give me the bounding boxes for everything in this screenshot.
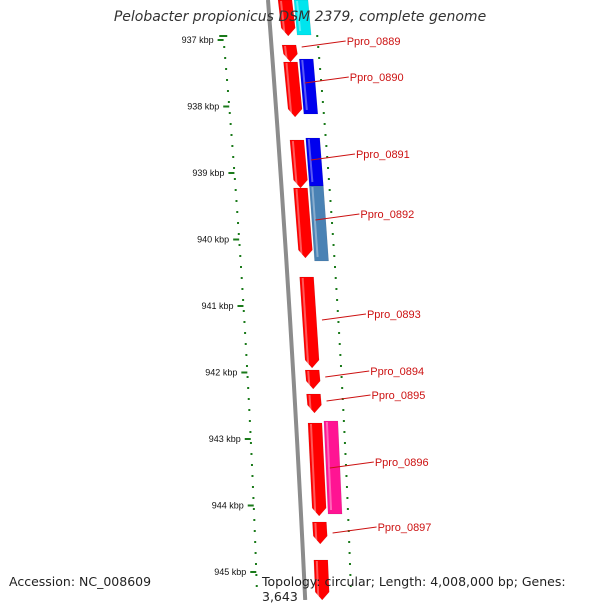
gene-label-leader	[326, 394, 371, 402]
gene-label-leader	[325, 370, 370, 378]
gene-label: Ppro_0892	[360, 209, 414, 221]
gene-feature	[283, 61, 303, 118]
ruler-label: 941 kbp	[201, 301, 233, 311]
gene-label-leader	[321, 313, 367, 321]
accession-text: Accession: NC_008609	[9, 574, 152, 589]
gene-label: Ppro_0889	[347, 36, 401, 48]
ruler-label: 945 kbp	[214, 567, 246, 577]
gene-feature-highlight	[325, 421, 333, 511]
gene-feature	[313, 559, 330, 600]
gene-feature	[307, 422, 327, 517]
gene-label-leader	[301, 40, 346, 48]
ruler-label: 937 kbp	[182, 35, 214, 45]
gene-feature	[293, 187, 313, 259]
ruler-label: 943 kbp	[209, 434, 241, 444]
gene-label-leader	[329, 461, 374, 469]
gene-feature-highlight	[284, 45, 288, 59]
gene-feature-highlight	[315, 560, 320, 597]
gene-features	[277, 0, 343, 600]
gene-label-leader	[304, 76, 349, 84]
kbp-ruler: 937 kbp 938 kbp 939 kbp 940 kbp 941 kbp 942 k…	[182, 35, 257, 577]
gene-feature	[281, 44, 298, 63]
gene-label: Ppro_0893	[367, 309, 421, 321]
gene-feature-highlight	[301, 59, 308, 111]
gene-label: Ppro_0897	[378, 522, 432, 534]
ruler-label: 944 kbp	[212, 501, 244, 511]
gene-label: Ppro_0890	[350, 72, 404, 84]
genome-backbone	[266, 0, 308, 600]
gene-feature-highlight	[295, 188, 303, 255]
map-title: Pelobacter propionicus DSM 2379, complet…	[113, 9, 487, 25]
outer-tick-track	[219, 35, 258, 587]
gene-feature-highlight	[307, 370, 311, 386]
ruler-label: 939 kbp	[192, 168, 224, 178]
gene-feature-highlight	[291, 140, 298, 185]
gene-feature	[299, 276, 320, 369]
gene-feature	[293, 0, 312, 36]
gene-feature-highlight	[314, 522, 318, 541]
gene-label-leader	[315, 213, 360, 221]
gene-feature-highlight	[296, 0, 302, 32]
gene-feature	[298, 58, 319, 115]
gene-feature	[312, 521, 328, 545]
gene-feature-highlight	[311, 186, 319, 258]
gene-labels: Ppro_0889 Ppro_0890 Ppro_0891 Ppro_0892 Ppro…	[347, 36, 432, 534]
gene-feature-highlight	[301, 277, 310, 365]
gene-feature	[306, 393, 322, 414]
gene-label-leader	[310, 153, 356, 161]
gene-label: Ppro_0896	[375, 457, 429, 469]
gene-feature	[304, 369, 321, 390]
gene-label: Ppro_0891	[356, 149, 410, 161]
gene-feature-highlight	[285, 62, 293, 114]
gene-label: Ppro_0895	[372, 390, 426, 402]
ruler-label: 938 kbp	[187, 102, 219, 112]
gene-feature	[309, 185, 329, 262]
gene-label-leader	[332, 526, 377, 534]
label-leader-lines	[301, 40, 377, 534]
gene-feature	[277, 0, 296, 37]
ruler-label: 942 kbp	[205, 368, 237, 378]
ruler-label: 940 kbp	[197, 235, 229, 245]
gene-label: Ppro_0894	[370, 366, 424, 378]
gene-feature-highlight	[309, 423, 317, 513]
gene-feature-highlight	[307, 138, 314, 183]
gene-feature-highlight	[280, 0, 286, 33]
gene-feature	[289, 139, 308, 189]
gene-feature-highlight	[308, 394, 312, 410]
